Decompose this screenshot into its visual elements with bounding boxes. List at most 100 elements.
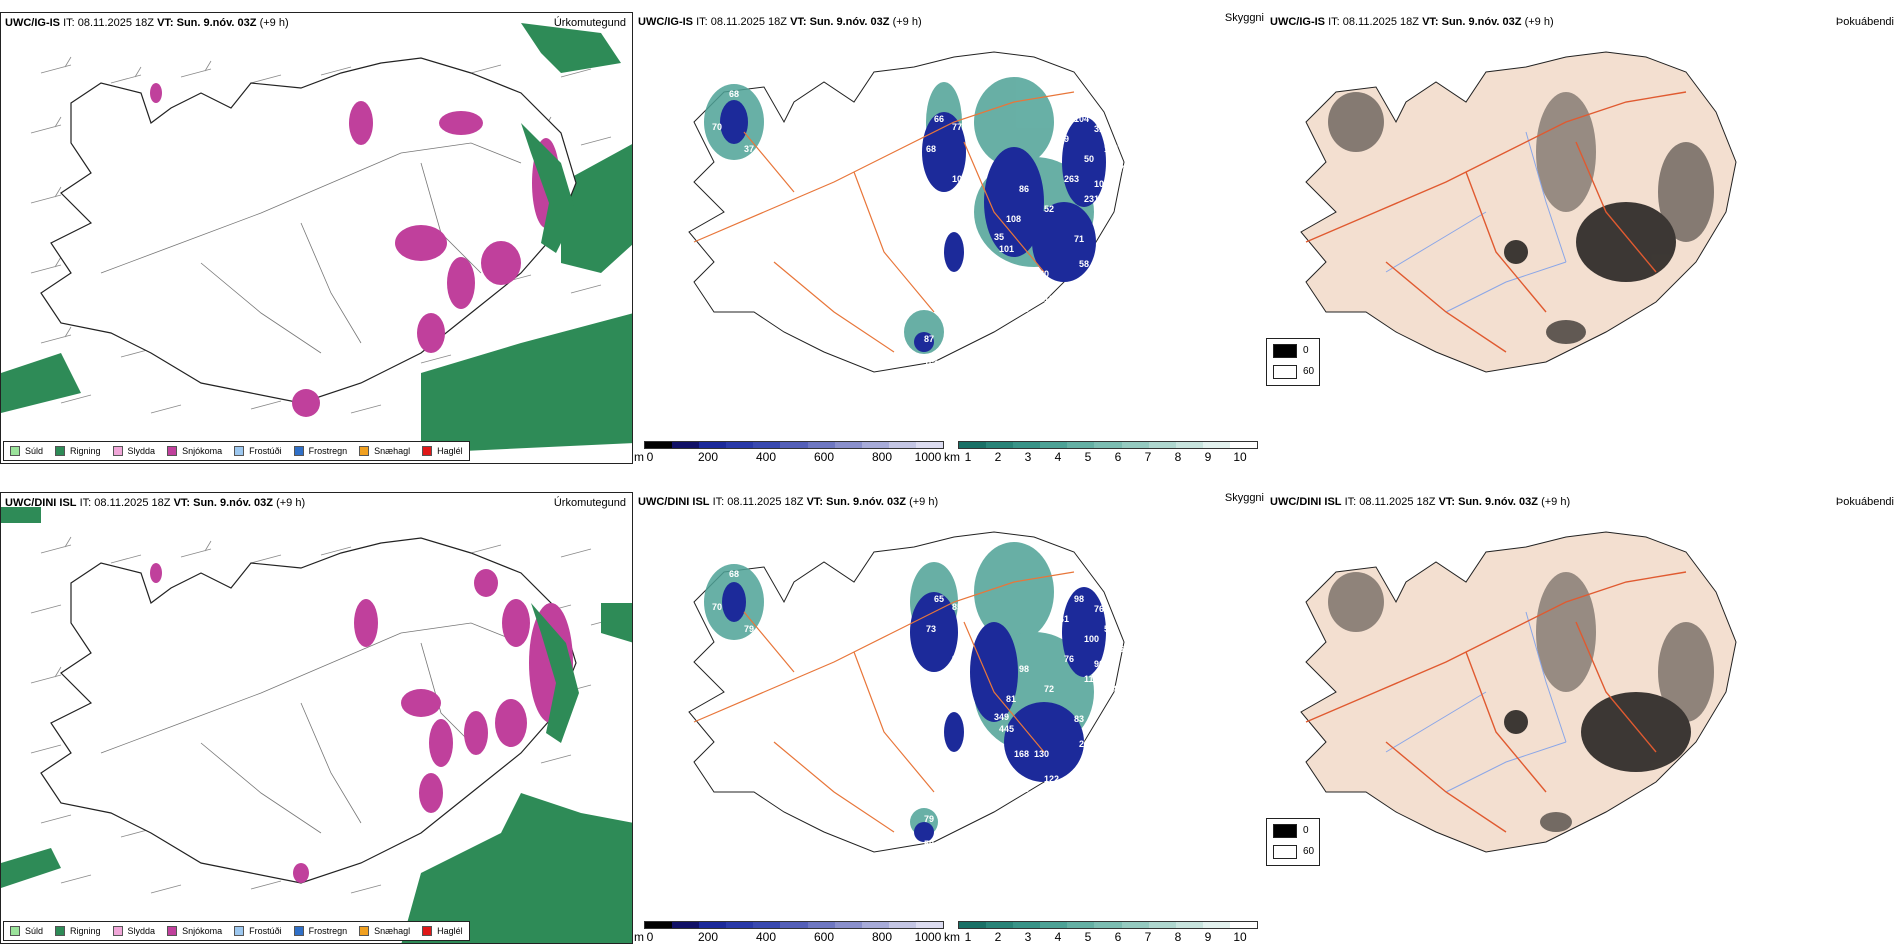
rivers bbox=[1385, 131, 1567, 313]
legend-swatch bbox=[422, 446, 433, 456]
vt-label: VT: bbox=[1438, 496, 1456, 508]
fog-shading bbox=[1328, 572, 1714, 832]
cloud-base-label: 185 bbox=[1024, 334, 1039, 344]
cloudbase-color-step bbox=[780, 922, 808, 928]
rain-area-sea bbox=[1, 507, 632, 943]
colorbar-tick: 2 bbox=[994, 450, 1002, 464]
colorbar-tick: 6 bbox=[1114, 930, 1122, 944]
legend-item: Súld bbox=[10, 926, 43, 936]
vt-label: VT: bbox=[806, 496, 824, 508]
legend-label: Frostregn bbox=[308, 926, 348, 936]
legend-swatch bbox=[167, 926, 178, 936]
legend-item: Snjókoma bbox=[167, 926, 222, 936]
legend-item: Snæhagl bbox=[359, 926, 410, 936]
legend-label: Snæhagl bbox=[374, 446, 411, 456]
colorbar-tick: 400 bbox=[755, 930, 777, 944]
init-time: 08.11.2025 18Z bbox=[77, 17, 154, 29]
iceland-land bbox=[1300, 51, 1737, 373]
visibility-color-step bbox=[959, 442, 987, 448]
cloud-base-label: 85 bbox=[1024, 814, 1034, 824]
precip-type-map bbox=[1, 23, 632, 453]
legend-label: Snæhagl bbox=[374, 926, 411, 936]
cloud-base-label: 52 bbox=[1044, 204, 1054, 214]
cloud-base-label: 83 bbox=[1074, 714, 1084, 724]
precip-type-legend: Súld Rigning Slydda Snjókoma Frostúði Fr… bbox=[3, 441, 470, 461]
fog-shading bbox=[1328, 92, 1714, 344]
cloud-base-label: 71 bbox=[1074, 234, 1084, 244]
cloud-visibility-panel-2: UWC/DINI ISL IT: 08.11.2025 18Z VT: Sun.… bbox=[634, 492, 1266, 944]
visibility-color-step bbox=[1148, 922, 1176, 928]
cloud-base-label: 100 bbox=[1084, 634, 1099, 644]
cloud-base-label: 86 bbox=[1019, 184, 1029, 194]
cloud-base-label: 97 bbox=[752, 169, 762, 179]
init-time: 08.11.2025 18Z bbox=[94, 497, 171, 509]
cloud-base-label: 66 bbox=[934, 114, 944, 124]
legend-item: Frostúði bbox=[234, 926, 282, 936]
precip-type-panel-1: UWC/IG-IS IT: 08.11.2025 18Z VT: Sun. 9.… bbox=[0, 12, 633, 464]
cloud-base-label: 109 bbox=[1054, 134, 1069, 144]
colorbar-tick: 200 bbox=[697, 450, 719, 464]
cloud-base-label: 445 bbox=[999, 724, 1014, 734]
cloud-base-label: 81 bbox=[1006, 694, 1016, 704]
legend-swatch bbox=[359, 926, 370, 936]
colorbar-tick: 3 bbox=[1024, 450, 1032, 464]
cloud-base-labels: 68 70 37 97 66 68 77 107 99 76 108 101 96 84 86 263 52 23… bbox=[712, 89, 1129, 369]
panel-header: UWC/IG-IS IT: 08.11.2025 18Z VT: Sun. 9.… bbox=[1270, 16, 1554, 28]
legend-label: Snjókoma bbox=[182, 446, 223, 456]
visibility-color-step bbox=[1229, 922, 1258, 928]
visibility-color-step bbox=[1202, 442, 1230, 448]
colorbar-tick: 9 bbox=[1204, 930, 1212, 944]
valid-time: Sun. 9.nóv. 03Z bbox=[193, 497, 273, 509]
visibility-color-step bbox=[1202, 922, 1230, 928]
legend-item: Haglél bbox=[422, 446, 463, 456]
colorbar-tick: 4 bbox=[1054, 930, 1062, 944]
legend-swatch bbox=[234, 446, 245, 456]
legend-label: Slydda bbox=[127, 926, 156, 936]
colorbar-tick: 5 bbox=[1084, 450, 1092, 464]
colorbar-bar bbox=[644, 441, 944, 449]
legend-item: Rigning bbox=[55, 446, 101, 456]
cloud-base-label: 107 bbox=[952, 174, 967, 184]
precip-type-panel-2: UWC/DINI ISL IT: 08.11.2025 18Z VT: Sun.… bbox=[0, 492, 633, 944]
colorbar-unit: m bbox=[634, 930, 644, 944]
low-cloud-areas bbox=[720, 100, 1106, 352]
legend-high: 0 bbox=[1303, 825, 1309, 836]
lead-time: (+9 h) bbox=[892, 16, 922, 28]
visibility-color-step bbox=[1229, 442, 1258, 448]
cloudbase-color-step bbox=[888, 922, 916, 928]
legend-high: 0 bbox=[1303, 345, 1309, 356]
cloud-visibility-panel-1: UWC/IG-IS IT: 08.11.2025 18Z VT: Sun. 9.… bbox=[634, 12, 1266, 464]
roads bbox=[693, 91, 1075, 353]
precip-type-map bbox=[1, 507, 632, 943]
colorbar-tick: 10 bbox=[1233, 930, 1247, 944]
panel-header: UWC/DINI ISL IT: 08.11.2025 18Z VT: Sun.… bbox=[1270, 496, 1570, 508]
colorbar-unit: m bbox=[634, 450, 644, 464]
model-name: UWC/DINI ISL bbox=[638, 496, 710, 508]
colorbar-tick: 1 bbox=[964, 930, 972, 944]
legend-swatch bbox=[55, 446, 66, 456]
init-time: 08.11.2025 18Z bbox=[710, 16, 787, 28]
vt-label: VT: bbox=[173, 497, 191, 509]
cloud-base-label: 341 bbox=[1054, 614, 1069, 624]
fog-legend: 0 60 bbox=[1266, 818, 1320, 866]
cloudbase-color-step bbox=[861, 442, 889, 448]
cloud-base-label: 102 bbox=[1044, 294, 1059, 304]
cloudbase-color-step bbox=[672, 442, 700, 448]
init-time: 08.11.2025 18Z bbox=[727, 496, 804, 508]
legend-swatch-low bbox=[1273, 365, 1297, 379]
roads bbox=[693, 571, 1075, 833]
cloud-base-label: 85 bbox=[952, 602, 962, 612]
cloud-base-label: 76 bbox=[1094, 604, 1104, 614]
legend-item: Slydda bbox=[112, 446, 155, 456]
visibility-colorbar: km 1 2 3 4 5 6 7 8 9 10 bbox=[944, 918, 1260, 944]
cloud-base-label: 105 bbox=[1094, 179, 1109, 189]
visibility-color-step bbox=[1067, 922, 1095, 928]
visibility-color-step bbox=[1040, 922, 1068, 928]
cloud-base-label: 100 bbox=[1119, 704, 1134, 714]
cloud-base-label: 31 bbox=[1094, 124, 1104, 134]
visibility-color-step bbox=[1013, 922, 1041, 928]
cloud-base-label: 101 bbox=[999, 244, 1014, 254]
cloud-base-label: 96 bbox=[1114, 644, 1124, 654]
legend-low: 60 bbox=[1303, 846, 1315, 857]
legend-item: Haglél bbox=[422, 926, 463, 936]
